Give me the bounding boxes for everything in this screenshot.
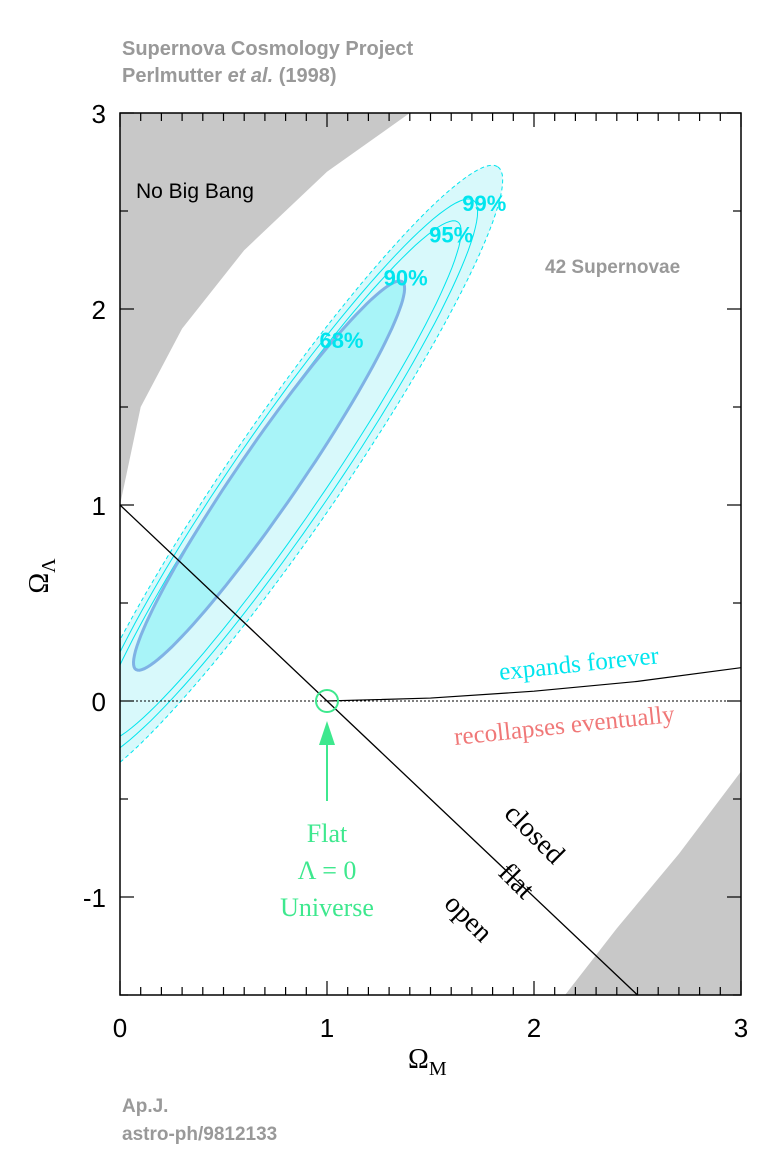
confidence-labels: 68% 90%95% 99% — [319, 191, 506, 353]
confidence-label: 68% — [319, 328, 363, 353]
y-tick-label: 1 — [92, 491, 106, 521]
confidence-label: 90% — [384, 265, 428, 290]
supernovae-label: 42 Supernovae — [545, 257, 680, 278]
header-citation-prefix: Perlmutter — [122, 65, 228, 87]
x-tick-label: 1 — [320, 1013, 334, 1043]
flat-universe-label-line3: Universe — [280, 893, 374, 922]
no-big-bang-label: No Big Bang — [136, 180, 254, 203]
y-axis-label: ΩΛ — [24, 558, 60, 594]
x-axis-symbol: Ω — [408, 1044, 429, 1075]
y-tick-labels: 3 2 1 0 -1 — [83, 99, 106, 913]
footer-journal: Ap.J. — [122, 1096, 168, 1117]
header-citation-italic: et al. — [228, 65, 274, 87]
recollapses-label: recollapses eventually — [453, 701, 677, 751]
gray-corner-region — [565, 771, 741, 995]
y-tick-label: 3 — [92, 99, 106, 129]
flat-universe-marker — [315, 689, 339, 713]
header-citation-suffix: (1998) — [273, 65, 336, 87]
contour-68 — [131, 279, 407, 672]
x-tick-label: 2 — [527, 1013, 541, 1043]
y-tick-label: 2 — [92, 295, 106, 325]
header-title: Supernova Cosmology Project — [122, 38, 414, 60]
x-tick-labels: 0 1 2 3 — [113, 1013, 748, 1043]
y-tick-label: -1 — [83, 883, 106, 913]
flat-universe-label-line2: Λ = 0 — [298, 856, 357, 885]
y-axis-subscript: Λ — [38, 558, 60, 573]
confidence-label: 99% — [462, 191, 506, 216]
y-axis-symbol: Ω — [24, 573, 55, 594]
expansion-boundary — [326, 667, 741, 702]
closed-label: closed — [498, 798, 571, 871]
open-label: open — [438, 888, 498, 948]
x-tick-label: 0 — [113, 1013, 127, 1043]
x-tick-label: 3 — [734, 1013, 748, 1043]
y-tick-label: 0 — [92, 687, 106, 717]
axis-ticks — [119, 112, 742, 996]
no-big-bang-region — [120, 113, 410, 505]
footer-arxiv: astro-ph/9812133 — [122, 1124, 277, 1145]
header-citation: Perlmutter et al. (1998) — [122, 65, 337, 87]
flat-marker-arrow-head — [319, 721, 335, 745]
expands-forever-label: expands forever — [498, 642, 661, 686]
flat-universe-line — [120, 504, 638, 995]
confidence-contours — [120, 164, 504, 763]
x-axis-label: ΩM — [408, 1044, 447, 1080]
confidence-label: 95% — [429, 222, 473, 247]
flat-universe-label-line1: Flat — [307, 819, 348, 848]
x-axis-subscript: M — [429, 1058, 447, 1080]
